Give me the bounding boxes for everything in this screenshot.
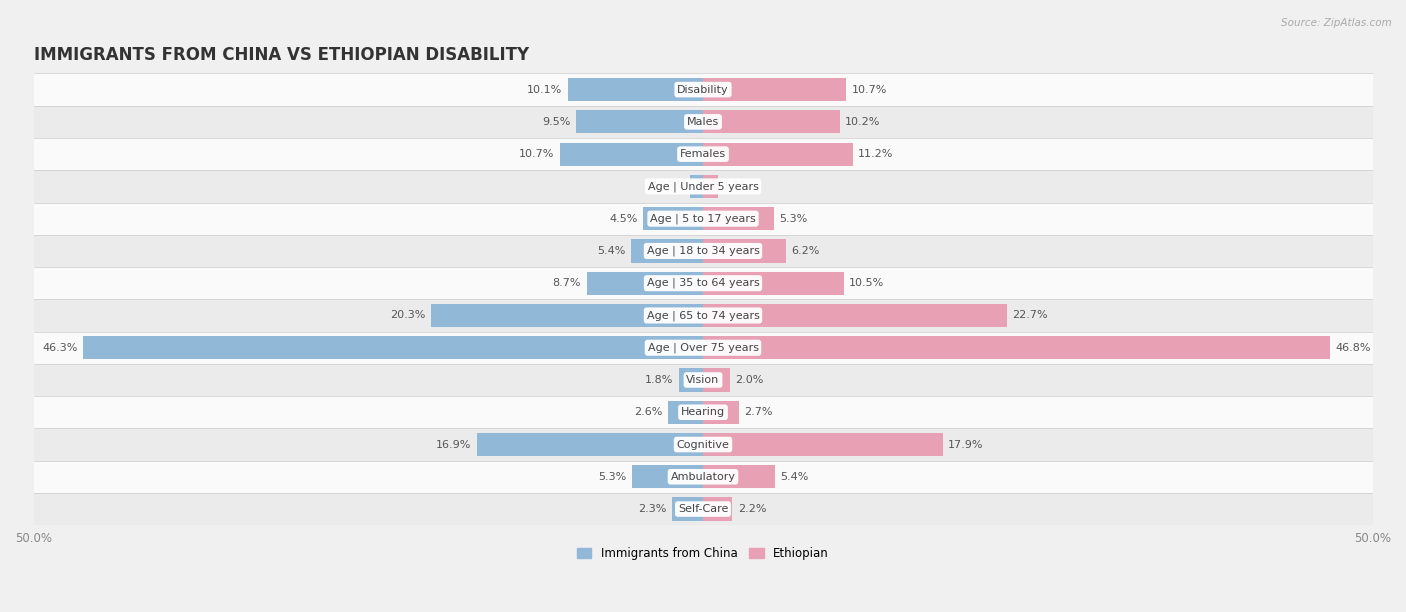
Bar <box>34 461 1372 493</box>
Bar <box>703 498 733 521</box>
Bar <box>34 235 1372 267</box>
Text: 2.7%: 2.7% <box>745 407 773 417</box>
Bar <box>679 368 703 392</box>
Text: Females: Females <box>681 149 725 159</box>
Bar <box>703 465 775 488</box>
Bar <box>703 110 839 133</box>
Text: 2.3%: 2.3% <box>638 504 666 514</box>
Text: 8.7%: 8.7% <box>553 278 581 288</box>
Text: 46.8%: 46.8% <box>1336 343 1371 353</box>
Bar <box>34 106 1372 138</box>
Text: Age | 5 to 17 years: Age | 5 to 17 years <box>650 214 756 224</box>
Text: Vision: Vision <box>686 375 720 385</box>
Text: Age | 65 to 74 years: Age | 65 to 74 years <box>647 310 759 321</box>
Text: Hearing: Hearing <box>681 407 725 417</box>
Bar <box>586 272 703 295</box>
Bar <box>34 332 1372 364</box>
Bar <box>34 170 1372 203</box>
Bar <box>668 401 703 424</box>
Text: Source: ZipAtlas.com: Source: ZipAtlas.com <box>1281 18 1392 28</box>
Bar <box>703 401 740 424</box>
Bar <box>34 428 1372 461</box>
Text: 10.2%: 10.2% <box>845 117 880 127</box>
Text: 46.3%: 46.3% <box>42 343 77 353</box>
Text: Age | 18 to 34 years: Age | 18 to 34 years <box>647 245 759 256</box>
Bar <box>576 110 703 133</box>
Text: 5.3%: 5.3% <box>599 472 627 482</box>
Text: 2.6%: 2.6% <box>634 407 662 417</box>
Text: 20.3%: 20.3% <box>391 310 426 321</box>
Text: 9.5%: 9.5% <box>543 117 571 127</box>
Text: Ambulatory: Ambulatory <box>671 472 735 482</box>
Bar <box>633 465 703 488</box>
Text: 5.4%: 5.4% <box>598 246 626 256</box>
Bar <box>672 498 703 521</box>
Text: 10.7%: 10.7% <box>852 84 887 95</box>
Bar <box>34 364 1372 396</box>
Text: Disability: Disability <box>678 84 728 95</box>
Text: 1.8%: 1.8% <box>645 375 673 385</box>
Bar <box>477 433 703 456</box>
Text: 11.2%: 11.2% <box>858 149 894 159</box>
Text: 4.5%: 4.5% <box>609 214 637 223</box>
Bar <box>568 78 703 101</box>
Bar <box>703 368 730 392</box>
Bar <box>703 207 773 230</box>
Text: 2.2%: 2.2% <box>738 504 766 514</box>
Text: 6.2%: 6.2% <box>792 246 820 256</box>
Bar <box>703 433 942 456</box>
Text: 16.9%: 16.9% <box>436 439 471 450</box>
Bar <box>34 73 1372 106</box>
Text: Age | 35 to 64 years: Age | 35 to 64 years <box>647 278 759 288</box>
Text: 2.0%: 2.0% <box>735 375 763 385</box>
Text: 5.4%: 5.4% <box>780 472 808 482</box>
Text: 10.1%: 10.1% <box>527 84 562 95</box>
Bar <box>34 396 1372 428</box>
Bar <box>703 272 844 295</box>
Bar <box>643 207 703 230</box>
Text: Age | Over 75 years: Age | Over 75 years <box>648 343 758 353</box>
Bar <box>703 175 717 198</box>
Bar <box>34 267 1372 299</box>
Bar <box>560 143 703 166</box>
Text: 0.96%: 0.96% <box>650 181 685 192</box>
Text: Self-Care: Self-Care <box>678 504 728 514</box>
Text: Age | Under 5 years: Age | Under 5 years <box>648 181 758 192</box>
Text: 10.7%: 10.7% <box>519 149 554 159</box>
Text: 5.3%: 5.3% <box>779 214 807 223</box>
Text: Cognitive: Cognitive <box>676 439 730 450</box>
Text: 10.5%: 10.5% <box>849 278 884 288</box>
Legend: Immigrants from China, Ethiopian: Immigrants from China, Ethiopian <box>572 542 834 564</box>
Text: 1.1%: 1.1% <box>723 181 751 192</box>
Bar <box>703 78 846 101</box>
Bar <box>34 299 1372 332</box>
Bar <box>703 336 1330 359</box>
Bar <box>432 304 703 327</box>
Bar <box>703 143 853 166</box>
Bar <box>34 493 1372 525</box>
Text: IMMIGRANTS FROM CHINA VS ETHIOPIAN DISABILITY: IMMIGRANTS FROM CHINA VS ETHIOPIAN DISAB… <box>34 46 529 64</box>
Bar <box>690 175 703 198</box>
Text: 17.9%: 17.9% <box>948 439 984 450</box>
Bar <box>631 239 703 263</box>
Text: Males: Males <box>688 117 718 127</box>
Bar <box>83 336 703 359</box>
Text: 22.7%: 22.7% <box>1012 310 1047 321</box>
Bar <box>34 138 1372 170</box>
Bar <box>703 304 1007 327</box>
Bar <box>703 239 786 263</box>
Bar <box>34 203 1372 235</box>
